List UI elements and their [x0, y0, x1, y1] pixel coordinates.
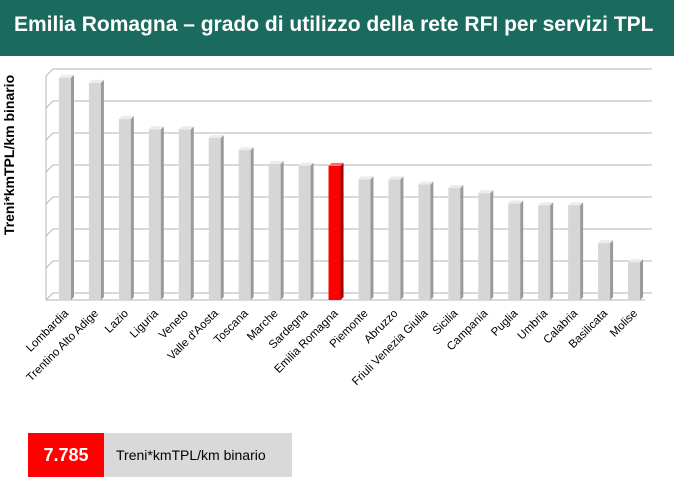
bar-side — [580, 202, 584, 300]
bars — [58, 74, 644, 301]
bar-top — [88, 79, 104, 83]
bar-front — [178, 129, 191, 300]
bar-side — [640, 259, 644, 300]
x-tick-label: Lazio — [103, 308, 131, 336]
bar-front — [328, 165, 341, 300]
bar-top — [388, 176, 404, 180]
bar-top — [478, 190, 494, 194]
bar-front — [508, 203, 521, 300]
bar-top — [598, 240, 614, 244]
bar-top — [148, 126, 164, 130]
bar — [628, 259, 644, 300]
grid-lines — [45, 68, 652, 301]
bar-top — [358, 176, 374, 180]
bar — [478, 190, 494, 300]
bar-front — [448, 188, 461, 300]
bar — [298, 162, 314, 300]
bar — [418, 181, 434, 300]
bar-front — [148, 129, 161, 300]
bar-top — [328, 162, 344, 166]
bar-side — [280, 160, 284, 300]
bar-side — [610, 240, 614, 300]
grid-line-depth — [45, 164, 54, 173]
bar-side — [100, 79, 104, 300]
bar-side — [130, 116, 134, 300]
bar-side — [250, 147, 254, 300]
bar-top — [208, 135, 224, 139]
legend-unit-label: Treni*kmTPL/km binario — [104, 433, 292, 477]
bar — [208, 135, 224, 300]
bar — [388, 176, 404, 300]
bar-front — [298, 165, 311, 300]
bar-side — [310, 162, 314, 300]
grid-line-depth — [45, 260, 54, 269]
bar-side — [490, 190, 494, 300]
bar — [148, 126, 164, 301]
bar-top — [538, 202, 554, 206]
bar — [88, 79, 104, 300]
bar-side — [550, 202, 554, 300]
bar-front — [88, 82, 101, 300]
bar-front — [58, 77, 71, 300]
bar-front — [538, 205, 551, 300]
bar-side — [160, 126, 164, 301]
bar-side — [430, 181, 434, 300]
bar-top — [178, 126, 194, 130]
bar-front — [388, 179, 401, 300]
bar-side — [340, 162, 344, 300]
bar — [448, 185, 464, 300]
bar-side — [370, 176, 374, 300]
bar-top — [418, 181, 434, 185]
bar-front — [628, 262, 641, 300]
bar-top — [268, 160, 284, 164]
bar — [328, 162, 344, 300]
grid-line-depth — [45, 228, 54, 237]
grid-line-depth — [45, 132, 54, 141]
bar-top — [58, 74, 74, 78]
bar-side — [400, 176, 404, 300]
bar-top — [118, 116, 134, 120]
bar-front — [268, 163, 281, 300]
bar-top — [298, 162, 314, 166]
bar-front — [568, 205, 581, 300]
bar-side — [460, 185, 464, 300]
bar-front — [238, 150, 251, 300]
bar — [538, 202, 554, 300]
bar-top — [448, 185, 464, 188]
bar — [268, 160, 284, 300]
bar — [238, 147, 254, 300]
bar — [358, 176, 374, 300]
bar — [568, 202, 584, 300]
bar-side — [520, 200, 524, 300]
bar — [598, 240, 614, 300]
legend-value: 7.785 — [28, 433, 104, 477]
bar-side — [190, 126, 194, 301]
bar-top — [508, 200, 524, 204]
x-tick-label: Molise — [608, 308, 640, 340]
bar-front — [358, 179, 371, 300]
grid-line-depth — [45, 196, 54, 205]
bar-top — [628, 259, 644, 263]
bar — [178, 126, 194, 301]
bar-front — [598, 243, 611, 300]
bar-front — [478, 193, 491, 300]
grid-line-depth — [45, 100, 54, 109]
bar-side — [70, 74, 74, 300]
bar-front — [118, 119, 131, 300]
bar — [118, 116, 134, 300]
bar-side — [220, 135, 224, 300]
bar — [508, 200, 524, 300]
bar — [58, 74, 74, 300]
grid-line-depth — [45, 68, 54, 77]
x-tick-label: Liguria — [128, 307, 161, 340]
bar-top — [568, 202, 584, 206]
page-title: Emilia Romagna – grado di utilizzo della… — [0, 0, 674, 56]
grid-line-depth — [45, 292, 54, 301]
bar-front — [208, 138, 221, 300]
bar-top — [238, 147, 254, 151]
bar-front — [418, 184, 431, 300]
x-tick-label: Toscana — [212, 307, 251, 346]
